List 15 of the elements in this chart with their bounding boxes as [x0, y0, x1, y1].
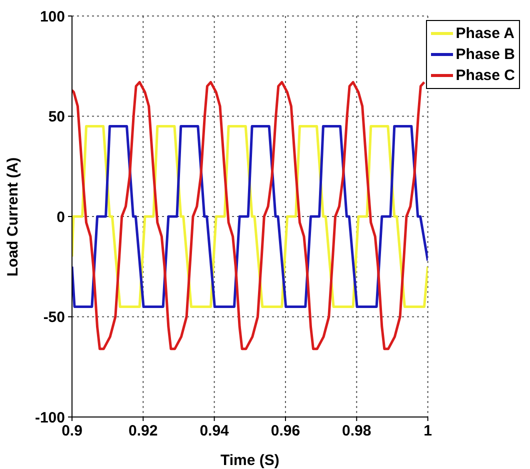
x-axis-title: Time (S) [220, 452, 280, 469]
x-tick-label: 0.98 [342, 422, 372, 440]
line-series [72, 80, 426, 350]
y-tick-label: 50 [48, 108, 65, 126]
legend-label: Phase A [456, 24, 514, 44]
y-axis-title: Load Current (A) [4, 157, 22, 276]
x-tick-label: 0.92 [128, 422, 158, 440]
legend-label: Phase C [456, 66, 515, 86]
y-tick-label: -50 [43, 309, 65, 326]
x-tick-label: 1 [424, 422, 432, 440]
x-tick-label: 0.96 [270, 422, 300, 440]
legend-label: Phase B [456, 45, 515, 65]
x-tick-label: 0.94 [200, 422, 230, 440]
y-tick-label: 0 [56, 208, 65, 226]
y-tick-label: 100 [40, 8, 65, 26]
